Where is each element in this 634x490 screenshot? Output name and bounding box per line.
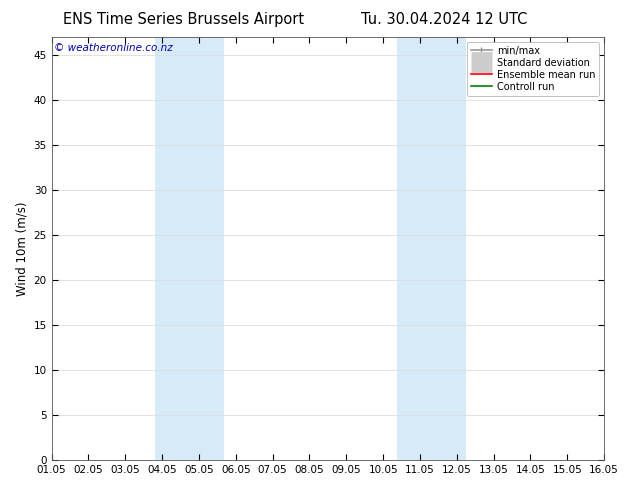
Text: © weatheronline.co.nz: © weatheronline.co.nz [55, 44, 173, 53]
Y-axis label: Wind 10m (m/s): Wind 10m (m/s) [15, 201, 28, 296]
Legend: min/max, Standard deviation, Ensemble mean run, Controll run: min/max, Standard deviation, Ensemble me… [467, 42, 599, 96]
Text: ENS Time Series Brussels Airport: ENS Time Series Brussels Airport [63, 12, 304, 27]
Text: Tu. 30.04.2024 12 UTC: Tu. 30.04.2024 12 UTC [361, 12, 527, 27]
Bar [397, 37, 466, 460]
Bar [155, 37, 224, 460]
